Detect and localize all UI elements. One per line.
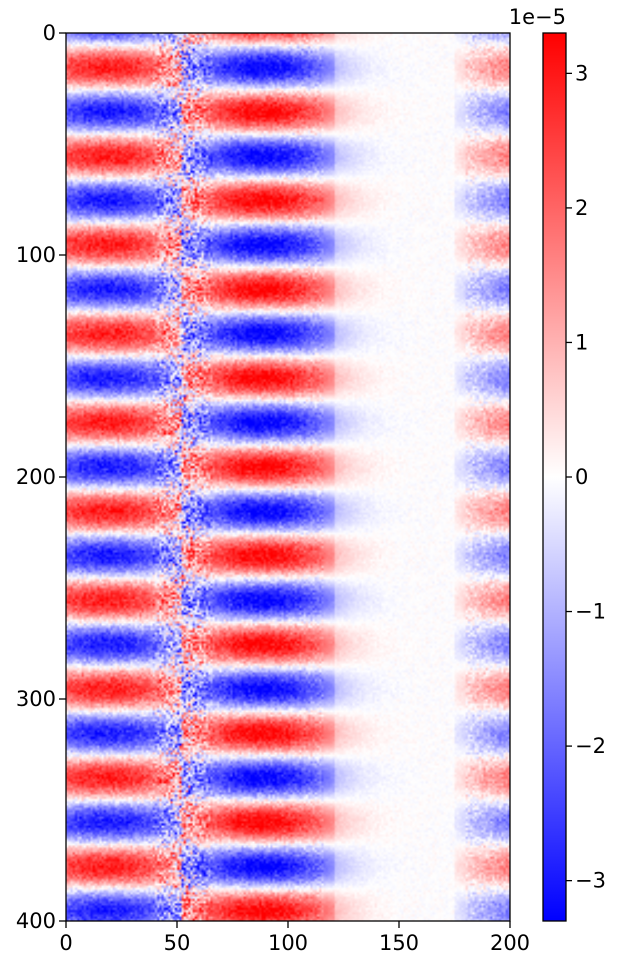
colorbar-tick-label: −1 bbox=[575, 600, 606, 624]
heatmap-image bbox=[66, 33, 510, 921]
heatmap-panel bbox=[65, 32, 511, 922]
x-tick-label: 50 bbox=[164, 931, 191, 955]
colorbar-exponent-label: 1e−5 bbox=[509, 5, 566, 29]
colorbar-gradient bbox=[543, 33, 566, 921]
x-tick-label: 150 bbox=[379, 931, 419, 955]
colorbar-ticks: −3 −2 −1 0 1 2 3 bbox=[566, 61, 606, 893]
y-tick-label: 200 bbox=[16, 465, 56, 489]
colorbar-tick-label: 1 bbox=[575, 330, 588, 354]
x-tick-label: 0 bbox=[59, 931, 72, 955]
y-tick-label: 0 bbox=[43, 21, 56, 45]
colorbar-tick-label: 0 bbox=[575, 465, 588, 489]
x-tick-label: 200 bbox=[490, 931, 530, 955]
y-tick-label: 300 bbox=[16, 687, 56, 711]
y-axis: 0 100 200 300 400 bbox=[16, 21, 66, 933]
x-axis: 0 50 100 150 200 bbox=[59, 921, 530, 955]
y-tick-label: 100 bbox=[16, 243, 56, 267]
colorbar-tick-label: −2 bbox=[575, 734, 606, 758]
colorbar-tick-label: 3 bbox=[575, 61, 588, 85]
y-tick-label: 400 bbox=[16, 909, 56, 933]
colorbar: −3 −2 −1 0 1 2 3 1e−5 bbox=[509, 5, 606, 922]
colorbar-tick-label: −3 bbox=[575, 869, 606, 893]
x-tick-label: 100 bbox=[268, 931, 308, 955]
colorbar-tick-label: 2 bbox=[575, 196, 588, 220]
